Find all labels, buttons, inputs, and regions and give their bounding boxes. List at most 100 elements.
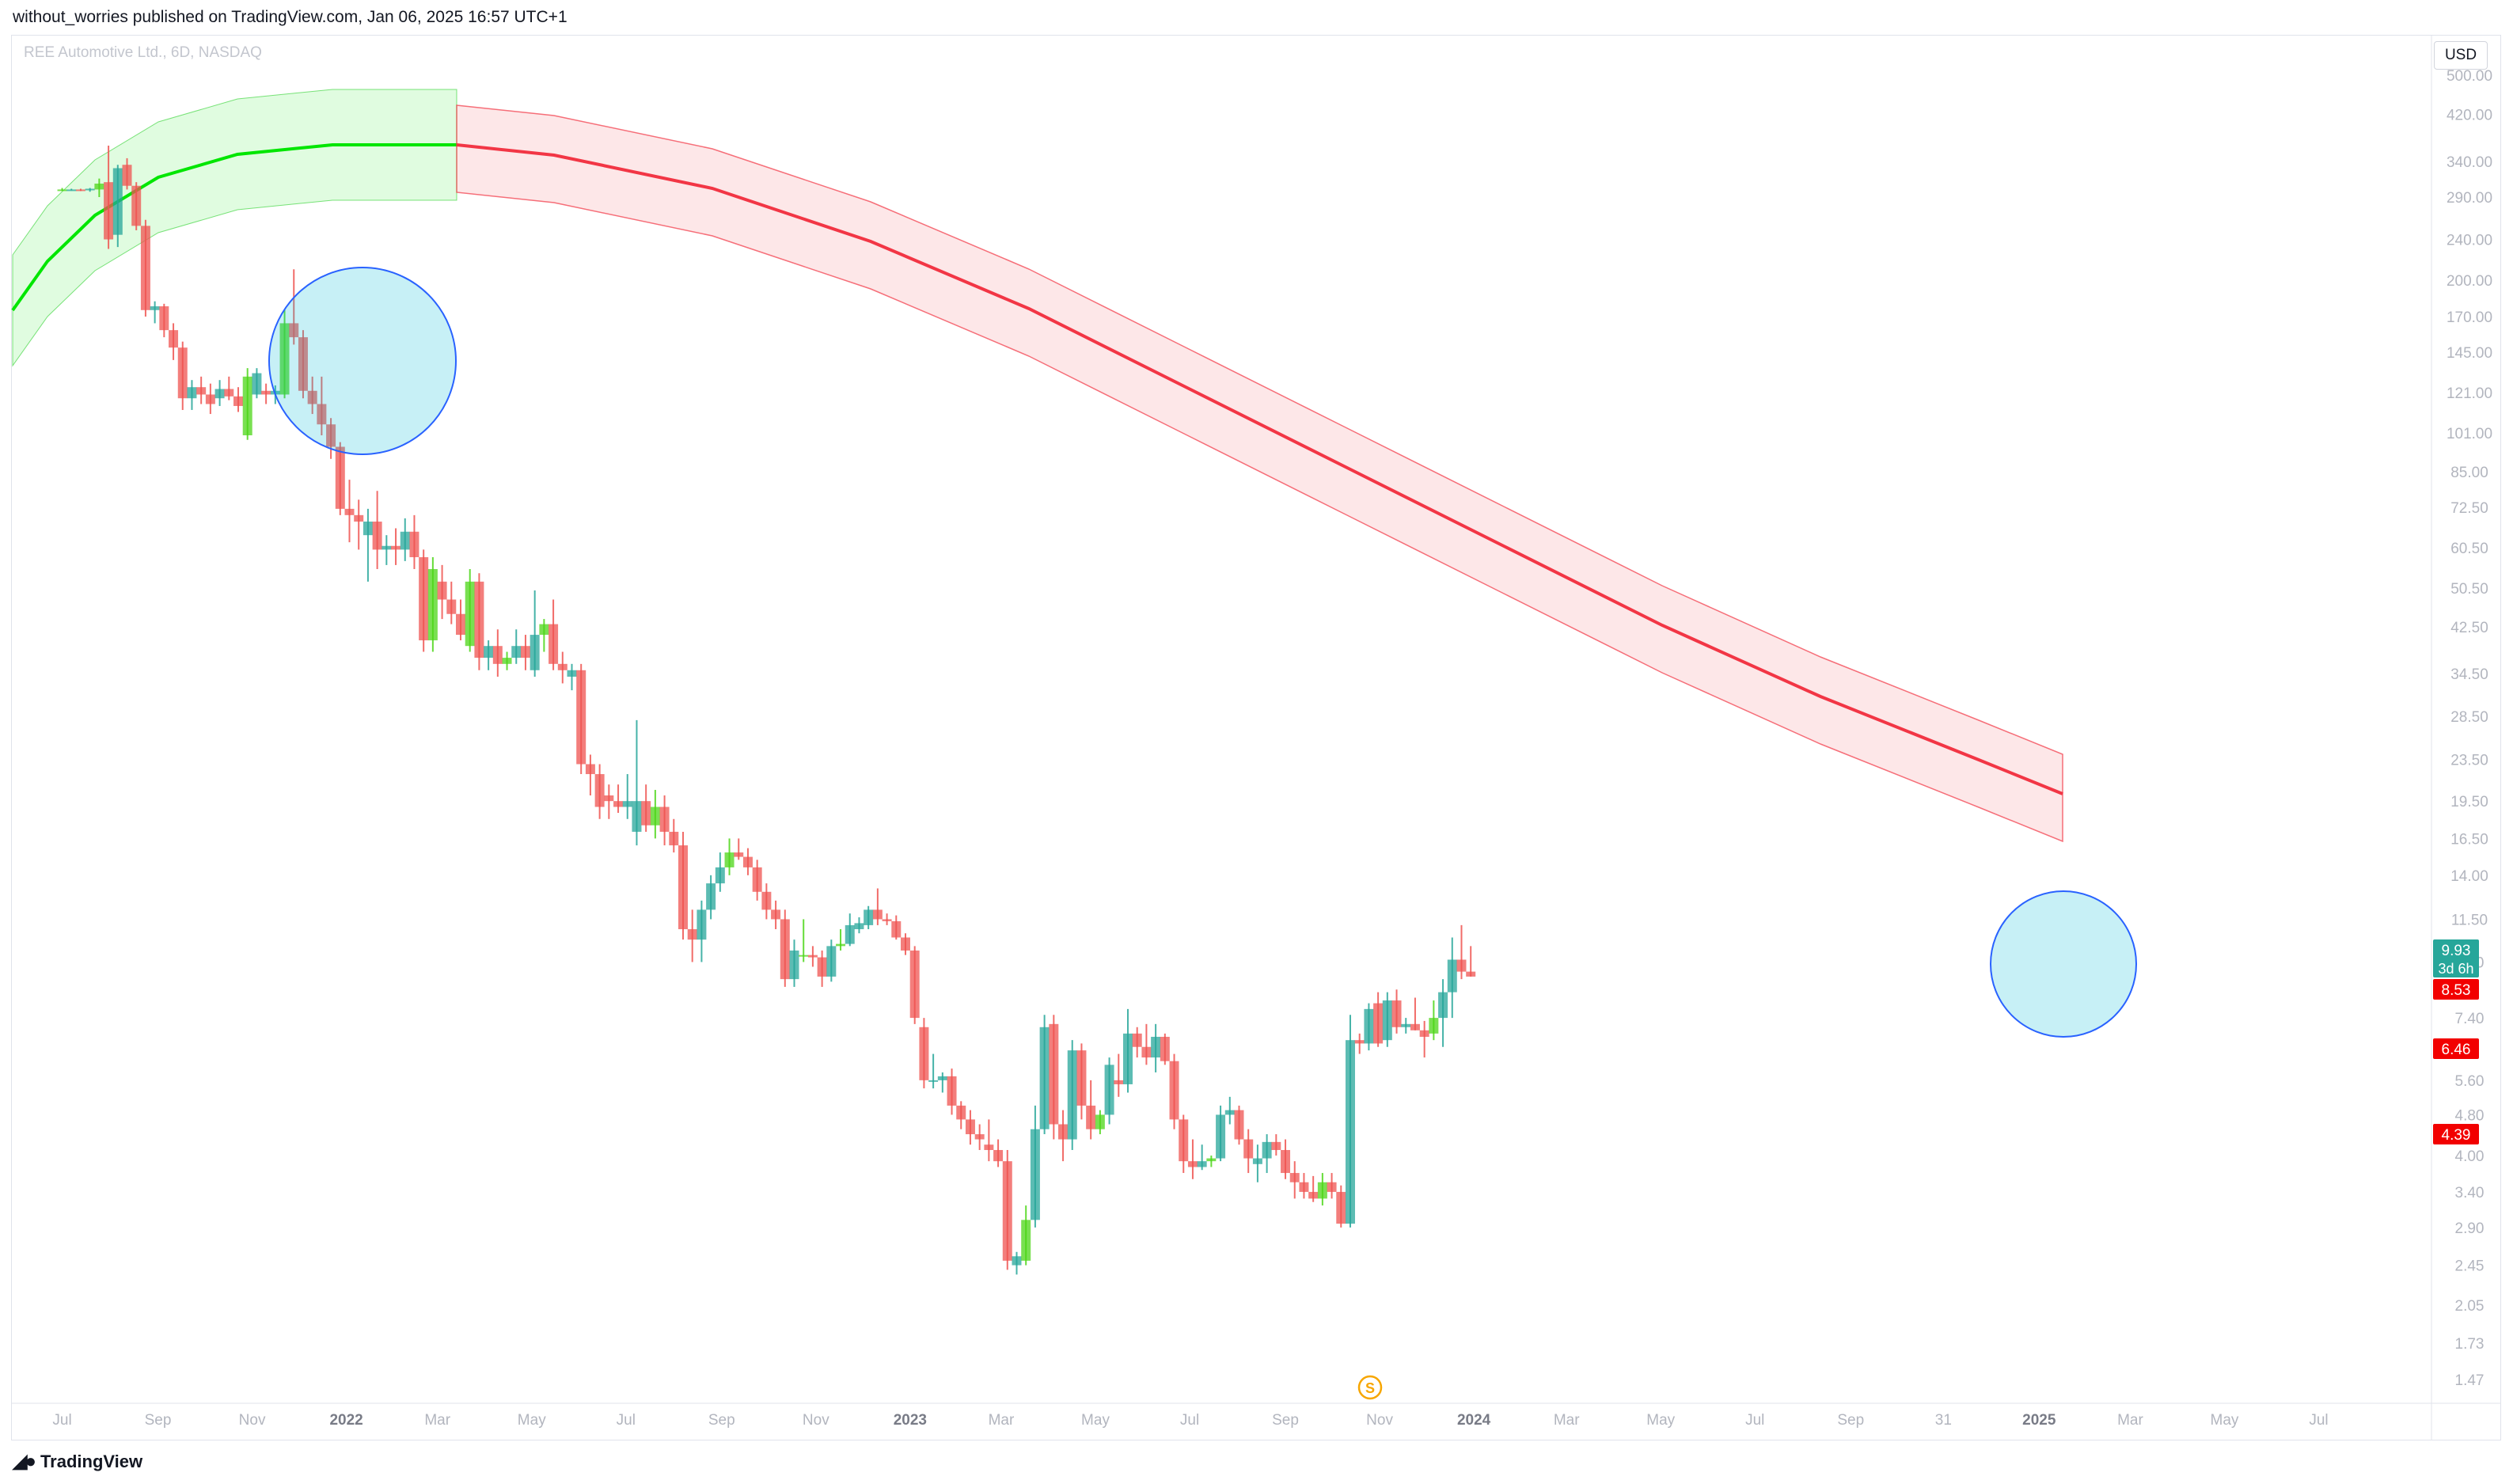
candle-body bbox=[632, 801, 642, 832]
candle bbox=[678, 831, 688, 940]
candle-body bbox=[1086, 1105, 1096, 1129]
candle-body bbox=[140, 226, 150, 310]
candle-body bbox=[1132, 1033, 1142, 1047]
candle-body bbox=[85, 188, 95, 191]
candle bbox=[1179, 1114, 1189, 1174]
candle bbox=[1104, 1057, 1114, 1125]
candle bbox=[169, 323, 179, 360]
brand-name: TradingView bbox=[40, 1451, 143, 1471]
publisher-line: without_worries published on TradingView… bbox=[13, 8, 568, 26]
candle-body bbox=[669, 831, 679, 846]
candle bbox=[1216, 1105, 1226, 1162]
candle-body bbox=[1345, 1040, 1355, 1224]
candle-body bbox=[799, 955, 809, 957]
candle-body bbox=[1354, 1040, 1365, 1044]
candle-body bbox=[715, 867, 725, 884]
candle bbox=[104, 145, 114, 249]
candle bbox=[1141, 1023, 1152, 1065]
candle bbox=[1030, 1105, 1040, 1228]
candle bbox=[1252, 1144, 1262, 1182]
candle-body bbox=[520, 646, 530, 659]
candle-body bbox=[1030, 1129, 1040, 1220]
candle bbox=[807, 946, 818, 967]
candle-body bbox=[177, 347, 188, 399]
candle-body bbox=[1382, 1000, 1392, 1041]
time-tick-label: Mar bbox=[2117, 1412, 2143, 1429]
candle-body bbox=[1456, 959, 1467, 972]
price-tick-label: 3.40 bbox=[2455, 1185, 2485, 1201]
candle-body bbox=[594, 774, 605, 807]
candle bbox=[400, 518, 410, 561]
candle bbox=[1169, 1053, 1179, 1129]
price-tick-label: 2.05 bbox=[2455, 1298, 2485, 1315]
candle-body bbox=[400, 531, 410, 550]
tradingview-logo[interactable]: ◢● TradingView bbox=[13, 1450, 142, 1473]
price-badge-value: 9.93 bbox=[2442, 943, 2471, 959]
candle bbox=[1012, 1251, 1022, 1275]
candle-body bbox=[1114, 1080, 1124, 1084]
candle bbox=[604, 784, 614, 819]
price-tick-label: 7.40 bbox=[2455, 1011, 2485, 1027]
candle-body bbox=[261, 390, 271, 395]
candle bbox=[344, 480, 355, 543]
candle bbox=[549, 599, 559, 670]
candle-body bbox=[1317, 1182, 1327, 1199]
uptrend-midline bbox=[11, 143, 457, 312]
candle-body bbox=[1002, 1161, 1012, 1261]
candle-body bbox=[57, 189, 67, 192]
candle-body bbox=[807, 955, 818, 958]
candle bbox=[1299, 1173, 1309, 1199]
price-badge: 6.46 bbox=[2433, 1038, 2479, 1059]
candle-body bbox=[1197, 1161, 1207, 1167]
price-badge-bg bbox=[2433, 979, 2479, 1000]
candle bbox=[817, 950, 827, 987]
candle bbox=[650, 790, 660, 839]
candle-body bbox=[882, 919, 892, 921]
candle-body bbox=[1012, 1256, 1022, 1266]
price-badge: 9.93 3d 6h bbox=[2433, 939, 2479, 977]
highlight-circle-current bbox=[1990, 890, 2137, 1038]
candle bbox=[196, 376, 207, 404]
candle-body bbox=[734, 852, 744, 857]
candle-body bbox=[557, 663, 568, 670]
candle bbox=[919, 1018, 929, 1089]
candle-body bbox=[678, 845, 688, 930]
candle bbox=[845, 913, 855, 947]
candle-body bbox=[1243, 1139, 1254, 1159]
price-tick-label: 200.00 bbox=[2447, 273, 2492, 290]
time-tick-label: 2025 bbox=[2022, 1412, 2056, 1429]
currency-button[interactable]: USD bbox=[2434, 41, 2488, 70]
price-tick-label: 2.90 bbox=[2455, 1220, 2485, 1237]
candle-body bbox=[1076, 1050, 1087, 1106]
candle bbox=[1456, 924, 1467, 980]
candle bbox=[354, 499, 364, 550]
candle-body bbox=[780, 919, 790, 980]
candle bbox=[697, 900, 707, 962]
candle bbox=[734, 838, 744, 860]
candle-body bbox=[335, 446, 345, 509]
candle-body bbox=[455, 613, 465, 636]
candle-body bbox=[354, 514, 364, 522]
candle bbox=[474, 573, 484, 670]
candle-body bbox=[307, 390, 317, 404]
candle bbox=[1262, 1134, 1272, 1174]
candle bbox=[1067, 1040, 1077, 1151]
candle-body bbox=[1466, 971, 1476, 977]
candle bbox=[335, 442, 345, 515]
candle-body bbox=[993, 1150, 1004, 1162]
candle-body bbox=[1160, 1036, 1170, 1061]
candle-body bbox=[1327, 1182, 1337, 1192]
candle-body bbox=[446, 599, 457, 614]
candle bbox=[585, 754, 595, 796]
candle-body bbox=[214, 389, 225, 399]
price-tick-label: 4.80 bbox=[2455, 1107, 2485, 1124]
candle bbox=[492, 629, 503, 677]
candle bbox=[594, 764, 605, 819]
candle-body bbox=[1299, 1182, 1309, 1192]
candle-body bbox=[974, 1134, 985, 1140]
candle-body bbox=[94, 183, 104, 190]
candle-body bbox=[724, 852, 735, 867]
candle bbox=[317, 376, 327, 436]
downtrend-band bbox=[456, 104, 2063, 843]
